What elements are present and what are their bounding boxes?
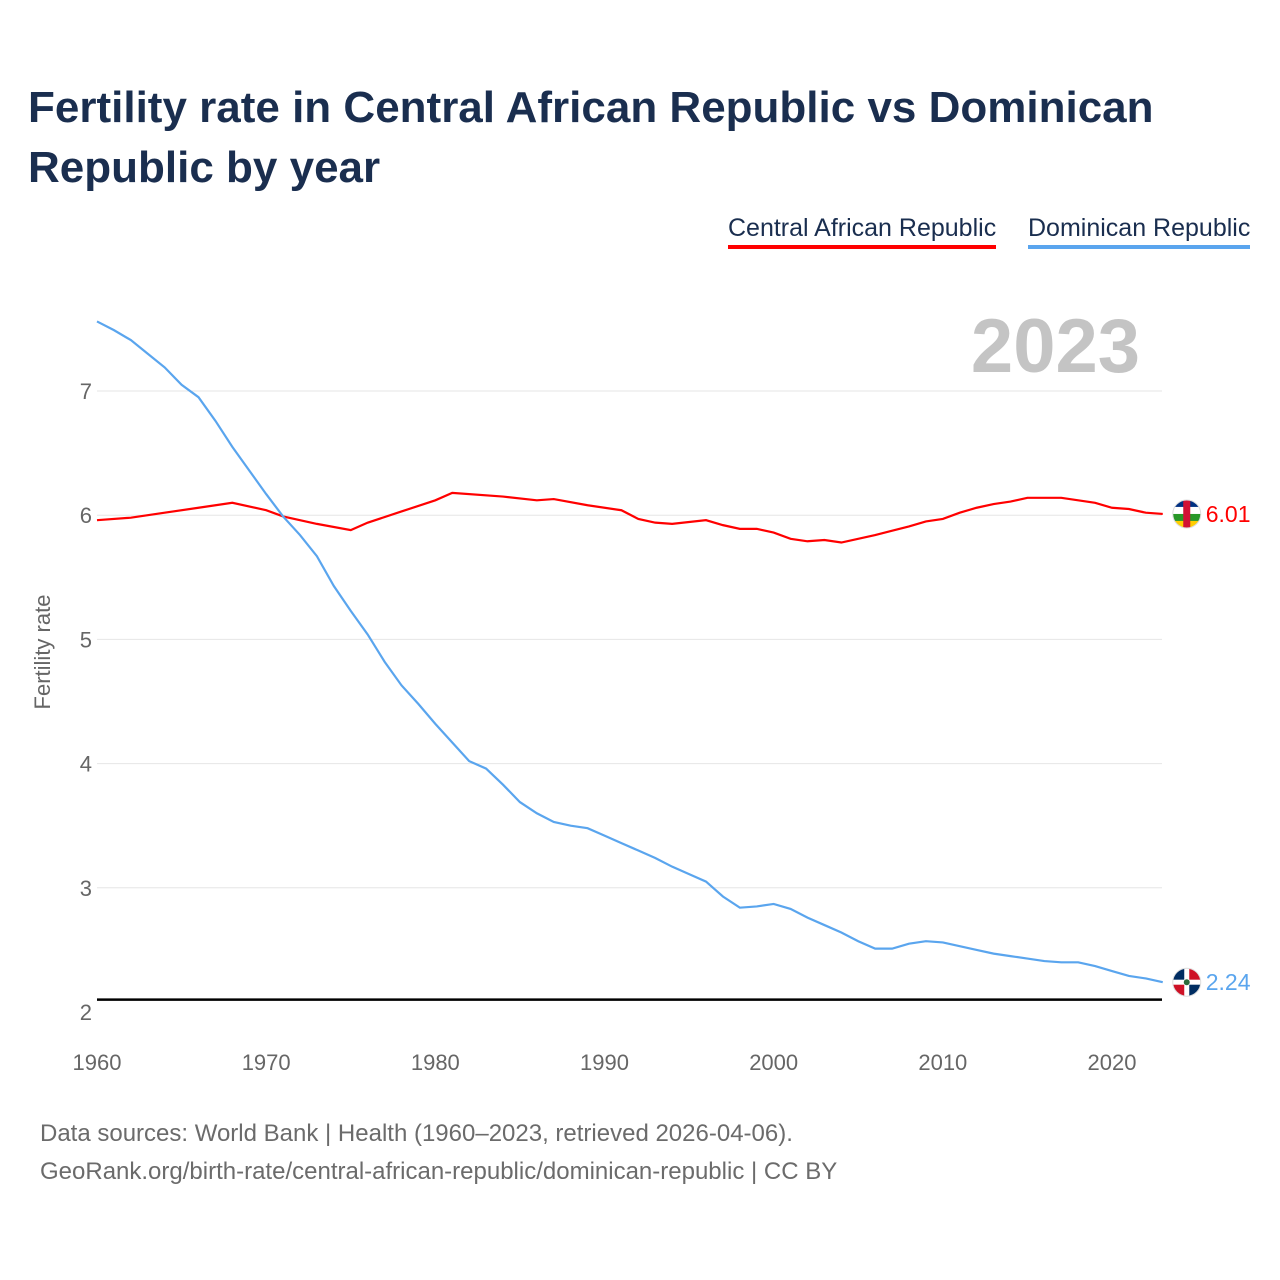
x-tick-label: 2010 <box>918 1050 967 1075</box>
x-tick-label: 1990 <box>580 1050 629 1075</box>
y-tick-label: 7 <box>80 379 92 404</box>
legend-dominican-republic[interactable]: Dominican Republic <box>1028 214 1251 249</box>
flag-emblem <box>1183 979 1190 986</box>
y-tick-label: 2 <box>80 1000 92 1025</box>
x-tick-label: 1960 <box>73 1050 122 1075</box>
y-tick-label: 3 <box>80 876 92 901</box>
x-tick-label: 2020 <box>1088 1050 1137 1075</box>
central-african-republic-flag-icon <box>1172 499 1202 529</box>
dominican-republic-flag-icon <box>1172 967 1202 997</box>
flag-body <box>1172 499 1201 528</box>
end-value-label: 2.24 <box>1206 969 1251 995</box>
flag-stripe <box>1183 499 1191 528</box>
series-line-central-african-republic <box>96 491 1163 544</box>
x-tick-label: 1980 <box>411 1050 460 1075</box>
source-url: GeoRank.org/birth-rate/central-african-r… <box>40 1158 838 1185</box>
data-source: Data sources: World Bank | Health (1960–… <box>40 1120 793 1147</box>
flag-border <box>1172 967 1202 997</box>
page-title: Fertility rate in Central African Republ… <box>28 83 1154 192</box>
y-tick-label: 6 <box>80 503 92 528</box>
flag-border <box>1172 499 1202 529</box>
end-value-label: 6.01 <box>1206 501 1251 527</box>
y-axis-label: Fertility rate <box>30 595 55 710</box>
y-tick-label: 5 <box>80 627 92 652</box>
year-label: 2023 <box>971 304 1140 389</box>
x-tick-label: 1970 <box>242 1050 291 1075</box>
x-tick-label: 2000 <box>749 1050 798 1075</box>
y-tick-label: 4 <box>80 752 92 777</box>
legend-central-african-republic[interactable]: Central African Republic <box>728 214 997 249</box>
series-line-dominican-republic <box>96 320 1163 984</box>
